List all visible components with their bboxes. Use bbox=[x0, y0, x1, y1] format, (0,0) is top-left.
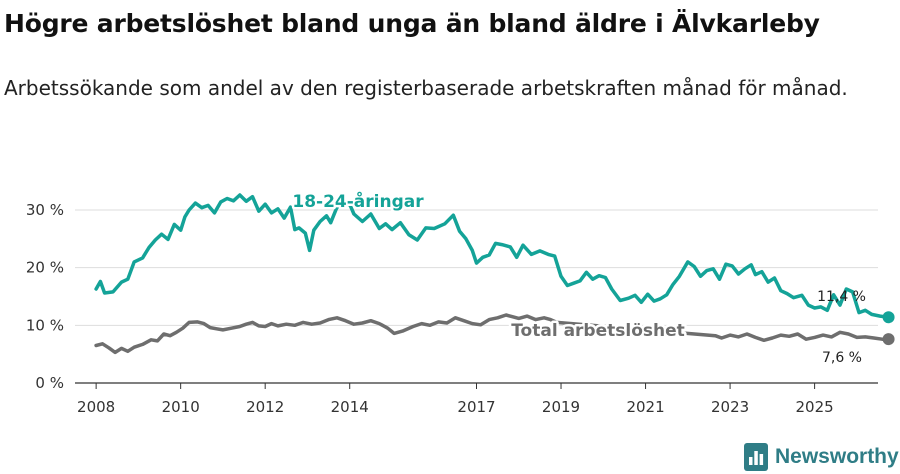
series-end-marker bbox=[882, 311, 895, 324]
x-tick-label: 2021 bbox=[626, 398, 664, 416]
x-tick-label: 2017 bbox=[457, 398, 495, 416]
y-tick-label: 20 % bbox=[26, 259, 64, 277]
label-layer: 18-24-åringar Total arbetslöshet 11,4 % 7,6… bbox=[290, 188, 866, 367]
series-label-total: Total arbetslöshet bbox=[511, 321, 685, 341]
x-tick-label: 2023 bbox=[711, 398, 749, 416]
x-tick-label: 2025 bbox=[796, 398, 834, 416]
brand-logo: Newsworthy bbox=[744, 442, 899, 472]
series-layer bbox=[94, 193, 895, 355]
x-tick-label: 2014 bbox=[331, 398, 369, 416]
y-tick-label: 10 % bbox=[26, 316, 64, 334]
grid-layer: 0 % 10 % 20 % 30 % bbox=[26, 201, 878, 392]
x-axis: 2008 2010 2012 2014 2017 2019 2021 2023 2025 bbox=[75, 382, 878, 416]
x-tick-label: 2012 bbox=[246, 398, 284, 416]
chart-title: Högre arbetslöshet bland unga än bland ä… bbox=[4, 9, 820, 38]
x-tick-label: 2008 bbox=[77, 398, 115, 416]
series-label-youth: 18-24-åringar bbox=[292, 190, 424, 212]
newsworthy-logo-icon bbox=[744, 443, 768, 471]
y-tick-label: 0 % bbox=[35, 374, 64, 392]
series-line-total bbox=[94, 313, 891, 355]
series-line-youth bbox=[94, 193, 891, 320]
y-tick-label: 30 % bbox=[26, 201, 64, 219]
brand-name: Newsworthy bbox=[775, 445, 899, 468]
x-tick-label: 2010 bbox=[162, 398, 200, 416]
series-end-marker bbox=[882, 333, 895, 346]
x-tick-label: 2019 bbox=[542, 398, 580, 416]
chart-subtitle: Arbetssökande som andel av den registerb… bbox=[4, 76, 848, 100]
end-value-label-total: 7,6 % bbox=[822, 350, 862, 366]
end-value-label-youth: 11,4 % bbox=[817, 289, 866, 305]
